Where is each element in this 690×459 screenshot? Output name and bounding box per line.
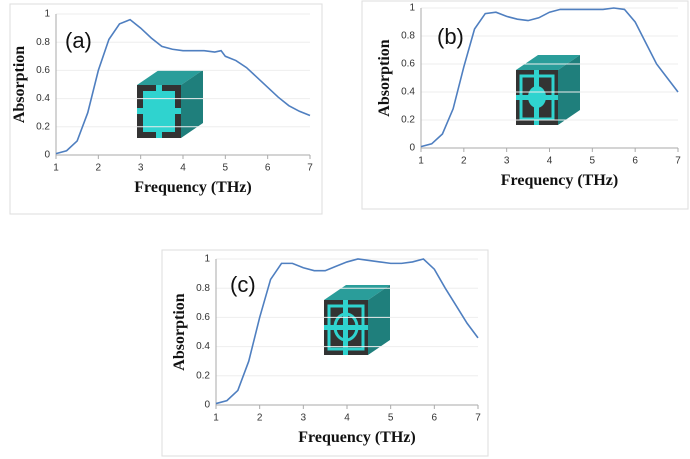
- x-axis-label: Frequency (THz): [501, 172, 618, 189]
- y-tick-label: 0.2: [196, 370, 210, 381]
- x-tick-label: 3: [301, 413, 307, 424]
- y-tick-label: 0.6: [196, 312, 210, 323]
- x-axis-label: Frequency (THz): [298, 429, 415, 446]
- x-tick-label: 4: [180, 163, 186, 174]
- x-axis-label: Frequency (THz): [134, 179, 251, 196]
- x-tick-label: 5: [388, 413, 394, 424]
- x-tick-label: 7: [307, 163, 313, 174]
- x-tick-label: 7: [675, 156, 681, 167]
- x-tick-label: 1: [53, 163, 59, 174]
- y-tick-label: 0.4: [36, 93, 50, 104]
- x-tick-label: 2: [96, 163, 102, 174]
- y-axis-label: Absorption: [171, 293, 188, 370]
- x-tick-label: 1: [418, 156, 424, 167]
- x-tick-label: 3: [504, 156, 510, 167]
- x-tick-label: 6: [432, 413, 438, 424]
- x-tick-label: 2: [461, 156, 467, 167]
- x-tick-label: 4: [344, 413, 350, 424]
- y-tick-label: 0.2: [401, 115, 415, 126]
- y-tick-label: 1: [409, 3, 415, 14]
- unit-cell-a: [137, 70, 203, 138]
- y-tick-label: 1: [44, 9, 50, 20]
- x-tick-label: 1: [213, 413, 219, 424]
- x-tick-label: 2: [257, 413, 263, 424]
- y-tick-label: 0.6: [401, 59, 415, 70]
- y-tick-label: 0: [44, 150, 50, 161]
- unit-cell-c: [324, 285, 390, 355]
- y-tick-label: 0: [204, 400, 210, 411]
- x-tick-label: 6: [632, 156, 638, 167]
- y-tick-label: 0.4: [196, 341, 210, 352]
- x-tick-label: 6: [265, 163, 271, 174]
- y-tick-label: 0.4: [401, 87, 415, 98]
- x-tick-label: 5: [223, 163, 229, 174]
- unit-cell-b: [516, 55, 580, 125]
- y-tick-label: 0.6: [36, 65, 50, 76]
- y-tick-label: 0.8: [36, 37, 50, 48]
- figure: 0 0.2 0.4 0.6 0.8 1 1 2 3 4 5 6 7 Frequency (THz) Abso…: [0, 0, 690, 459]
- y-axis-label: Absorption: [11, 46, 28, 123]
- y-tick-label: 0.8: [401, 31, 415, 42]
- x-tick-label: 7: [475, 413, 481, 424]
- y-tick-label: 0.2: [36, 121, 50, 132]
- y-tick-label: 1: [204, 254, 210, 265]
- x-tick-label: 5: [590, 156, 596, 167]
- y-axis-label: Absorption: [376, 39, 393, 116]
- x-tick-label: 4: [547, 156, 553, 167]
- panel-label: (a): [65, 28, 92, 53]
- panel-label: (c): [230, 272, 256, 297]
- y-tick-label: 0.8: [196, 283, 210, 294]
- x-tick-label: 3: [138, 163, 144, 174]
- panel-label: (b): [437, 24, 464, 49]
- y-tick-label: 0: [409, 143, 415, 154]
